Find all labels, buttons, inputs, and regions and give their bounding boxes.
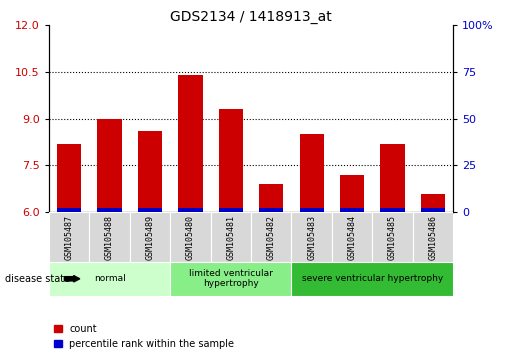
Text: GSM105483: GSM105483: [307, 215, 316, 260]
Legend: count, percentile rank within the sample: count, percentile rank within the sample: [54, 324, 234, 349]
Bar: [421, 208, 445, 212]
Text: severe ventricular hypertrophy: severe ventricular hypertrophy: [302, 274, 443, 283]
Text: GSM105487: GSM105487: [65, 215, 74, 260]
Bar: [340, 175, 364, 212]
Bar: [291, 212, 332, 262]
Text: GSM105484: GSM105484: [348, 215, 356, 260]
Bar: [332, 212, 372, 262]
Text: GSM105482: GSM105482: [267, 215, 276, 260]
Bar: [90, 212, 130, 262]
Bar: [49, 262, 170, 296]
Bar: [178, 208, 202, 212]
Text: GSM105489: GSM105489: [146, 215, 154, 260]
Bar: [49, 212, 90, 262]
Bar: [130, 212, 170, 262]
Bar: [413, 212, 453, 262]
Bar: [421, 194, 445, 212]
Text: GSM105480: GSM105480: [186, 215, 195, 260]
Title: GDS2134 / 1418913_at: GDS2134 / 1418913_at: [170, 10, 332, 24]
Bar: [138, 208, 162, 212]
Text: GSM105481: GSM105481: [227, 215, 235, 260]
Bar: [300, 208, 324, 212]
Bar: [381, 144, 405, 212]
Bar: [178, 75, 202, 212]
Bar: [97, 208, 122, 212]
Bar: [97, 119, 122, 212]
Bar: [211, 212, 251, 262]
Bar: [259, 184, 283, 212]
Bar: [170, 262, 291, 296]
Bar: [340, 208, 364, 212]
Bar: [57, 208, 81, 212]
Text: normal: normal: [94, 274, 126, 283]
Bar: [57, 144, 81, 212]
Bar: [251, 212, 291, 262]
Text: GSM105486: GSM105486: [428, 215, 437, 260]
Text: GSM105488: GSM105488: [105, 215, 114, 260]
Text: limited ventricular
hypertrophy: limited ventricular hypertrophy: [189, 269, 273, 289]
Bar: [372, 212, 413, 262]
Bar: [219, 208, 243, 212]
Bar: [381, 208, 405, 212]
Bar: [300, 134, 324, 212]
Bar: [219, 109, 243, 212]
Bar: [170, 212, 211, 262]
Bar: [138, 131, 162, 212]
Text: GSM105485: GSM105485: [388, 215, 397, 260]
Text: disease state: disease state: [5, 274, 70, 284]
Bar: [291, 262, 453, 296]
Bar: [259, 208, 283, 212]
